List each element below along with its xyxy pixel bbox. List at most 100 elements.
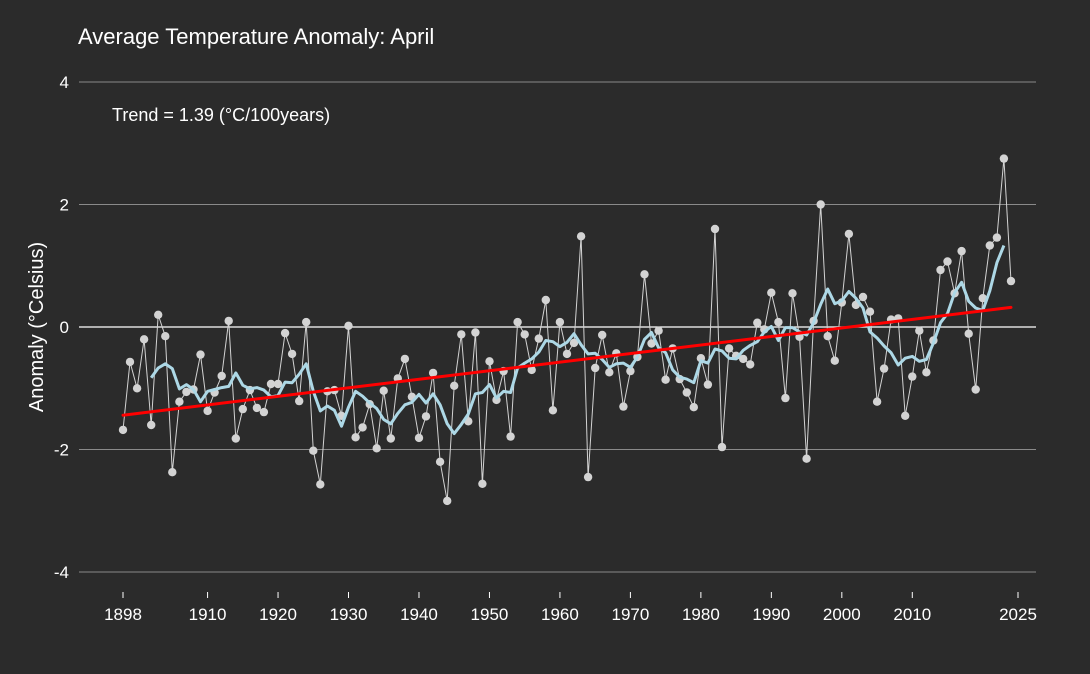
annual-point (217, 371, 226, 381)
x-tick-label: 1980 (682, 605, 720, 624)
annual-point (154, 310, 163, 319)
annual-point (471, 328, 480, 337)
x-tick-label: 1950 (471, 605, 509, 624)
annual-point (901, 411, 910, 420)
x-tick-label: 1930 (330, 605, 368, 624)
annual-point (450, 381, 459, 390)
annual-point (168, 468, 177, 477)
annual-point (287, 349, 297, 359)
annual-point (555, 317, 565, 327)
annual-point (583, 472, 593, 482)
annual-point (915, 326, 924, 335)
x-tick-label: 2000 (823, 605, 861, 624)
annual-point (703, 380, 713, 389)
annual-point (964, 329, 973, 338)
annual-point (527, 365, 536, 375)
annual-point (295, 396, 304, 406)
y-axis-label: Anomaly (°Celsius) (26, 242, 48, 412)
annual-point (922, 368, 931, 377)
annual-point (689, 403, 698, 412)
annual-point (992, 233, 1002, 242)
annual-point (316, 480, 325, 489)
annual-point (654, 326, 663, 335)
annual-point (802, 454, 811, 463)
annual-point (358, 423, 367, 432)
annual-point (598, 330, 607, 340)
annual-point (619, 402, 628, 411)
x-tick-label: 1898 (104, 605, 142, 624)
annual-point (682, 388, 691, 397)
annual-point (781, 393, 790, 403)
annual-point (830, 356, 839, 365)
annual-point (591, 363, 600, 373)
smoothed-line (149, 244, 1006, 436)
annual-point (280, 328, 290, 338)
annual-point (231, 434, 240, 443)
annual-point (985, 241, 994, 250)
annual-point (506, 432, 515, 441)
y-tick-label: 2 (60, 196, 69, 215)
annual-point (865, 307, 875, 316)
annual-point (372, 444, 381, 453)
annual-point (351, 433, 360, 442)
annual-point (788, 289, 797, 298)
annual-point (816, 200, 825, 209)
trend-line (121, 305, 1013, 417)
annual-point (196, 350, 205, 359)
annual-point (767, 288, 776, 297)
annual-point (175, 397, 184, 406)
annual-point (224, 316, 233, 326)
annual-point (379, 386, 388, 395)
annual-point (132, 384, 142, 393)
annual-point (724, 344, 734, 353)
chart-title: Average Temperature Anomaly: April (78, 24, 434, 49)
y-tick-label: -2 (54, 441, 69, 460)
annual-point (118, 425, 128, 435)
annual-point (238, 404, 247, 414)
annual-point (548, 406, 558, 415)
x-tick-label: 1990 (752, 605, 790, 624)
annual-point (605, 368, 614, 377)
annual-point (746, 360, 755, 369)
annual-point (386, 434, 395, 443)
annual-point (457, 330, 466, 339)
trend-series (121, 305, 1013, 417)
annual-point (569, 338, 579, 348)
grid-lines (79, 81, 1036, 573)
annual-point (534, 334, 543, 343)
annual-point (640, 270, 649, 279)
x-tick-label: 1940 (400, 605, 438, 624)
annual-point (203, 406, 212, 416)
annual-point (710, 224, 720, 234)
annual-point (823, 332, 832, 341)
annual-point (936, 265, 945, 275)
annual-point (562, 349, 572, 359)
annual-point (182, 387, 191, 397)
y-tick-label: -4 (54, 563, 69, 582)
annual-point (259, 407, 269, 417)
annual-point (513, 317, 522, 327)
annual-point (443, 496, 452, 506)
annual-point (739, 354, 748, 364)
annual-point (626, 366, 635, 376)
annual-series (118, 154, 1016, 506)
annual-point (647, 339, 656, 348)
x-tick-label: 1910 (189, 605, 227, 624)
y-tick-label: 4 (60, 73, 69, 92)
annual-point (344, 321, 353, 330)
annual-point (908, 372, 917, 381)
annual-point (753, 318, 762, 327)
annual-point (872, 397, 882, 406)
axis-ticks: -4 -2 0 2 4 1898 1910 1920 1930 1940 1950 1960 1970 1… (54, 73, 1037, 624)
x-tick-label: 1960 (541, 605, 579, 624)
annual-point (266, 379, 276, 389)
annual-point (717, 442, 727, 452)
trend-annotation: Trend = 1.39 (°C/100years) (112, 105, 330, 125)
annual-point (478, 479, 487, 488)
annual-point (273, 379, 283, 389)
annual-point (485, 357, 494, 366)
smoothed-series (149, 244, 1006, 436)
annual-point (879, 364, 889, 373)
